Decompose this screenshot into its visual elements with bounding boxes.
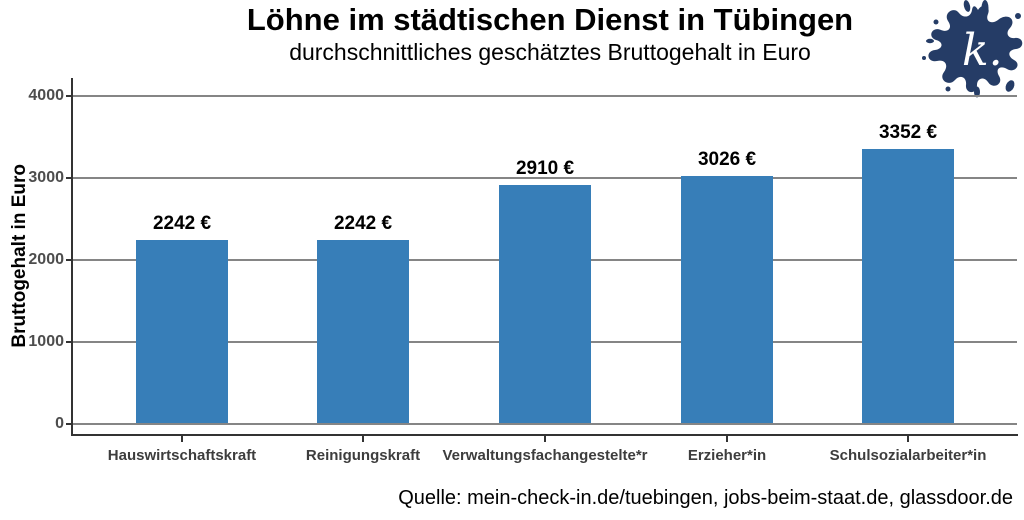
logo-letter: k.	[962, 25, 1003, 76]
y-tick-label-4000: 4000	[28, 87, 64, 104]
y-tick-0	[66, 423, 73, 425]
x-category-label: Verwaltungsfachangestelte*r	[442, 447, 648, 464]
bar-Erzieher*in	[681, 175, 773, 424]
y-axis-title-wrap: Bruttogehalt in Euro	[4, 78, 36, 434]
x-tick-0	[181, 436, 183, 442]
chart-header: Löhne im städtischen Dienst in Tübingen …	[76, 2, 1024, 65]
kupferblau-logo: k.	[921, 0, 1024, 100]
x-category-label: Reinigungskraft	[305, 447, 421, 464]
gridline-0	[73, 423, 1017, 425]
bar-value-label: 3352 €	[878, 122, 938, 144]
gridline-4000	[73, 95, 1017, 97]
chart-title: Löhne im städtischen Dienst in Tübingen	[246, 2, 854, 37]
y-axis-title: Bruttogehalt in Euro	[9, 164, 30, 348]
bar-Verwaltungsfachangestelte*r	[499, 185, 591, 424]
bar-Schulsozialarbeiter*in	[862, 149, 954, 424]
x-tick-2	[544, 436, 546, 442]
y-tick-1000	[66, 341, 73, 343]
bar-value-label: 2242 €	[333, 213, 393, 235]
bar-value-label: 2910 €	[515, 158, 575, 180]
x-tick-3	[726, 436, 728, 442]
gridline-3000	[73, 177, 1017, 179]
source-caption: Quelle: mein-check-in.de/tuebingen, jobs…	[398, 487, 1013, 509]
y-axis-line	[71, 78, 73, 436]
x-category-label: Hauswirtschaftskraft	[107, 447, 257, 464]
y-tick-2000	[66, 259, 73, 261]
chart-subtitle: durchschnittliches geschätztes Bruttogeh…	[289, 38, 811, 65]
x-tick-4	[907, 436, 909, 442]
y-tick-3000	[66, 177, 73, 179]
y-tick-label-3000: 3000	[28, 169, 64, 186]
bar-Reinigungskraft	[317, 240, 409, 424]
bar-value-label: 3026 €	[697, 148, 757, 170]
bar-value-label: 2242 €	[152, 213, 212, 235]
x-category-label: Erzieher*in	[687, 447, 767, 464]
y-tick-4000	[66, 95, 73, 97]
x-axis-line	[71, 434, 1018, 436]
bar-Hauswirtschaftskraft	[136, 240, 228, 424]
y-tick-label-0: 0	[55, 415, 64, 432]
y-tick-label-1000: 1000	[28, 333, 64, 350]
y-tick-label-2000: 2000	[28, 251, 64, 268]
x-tick-1	[362, 436, 364, 442]
x-category-label: Schulsozialarbeiter*in	[829, 447, 987, 464]
ink-splat-shape	[928, 5, 1023, 93]
ink-splat-icon: k.	[922, 0, 1023, 98]
